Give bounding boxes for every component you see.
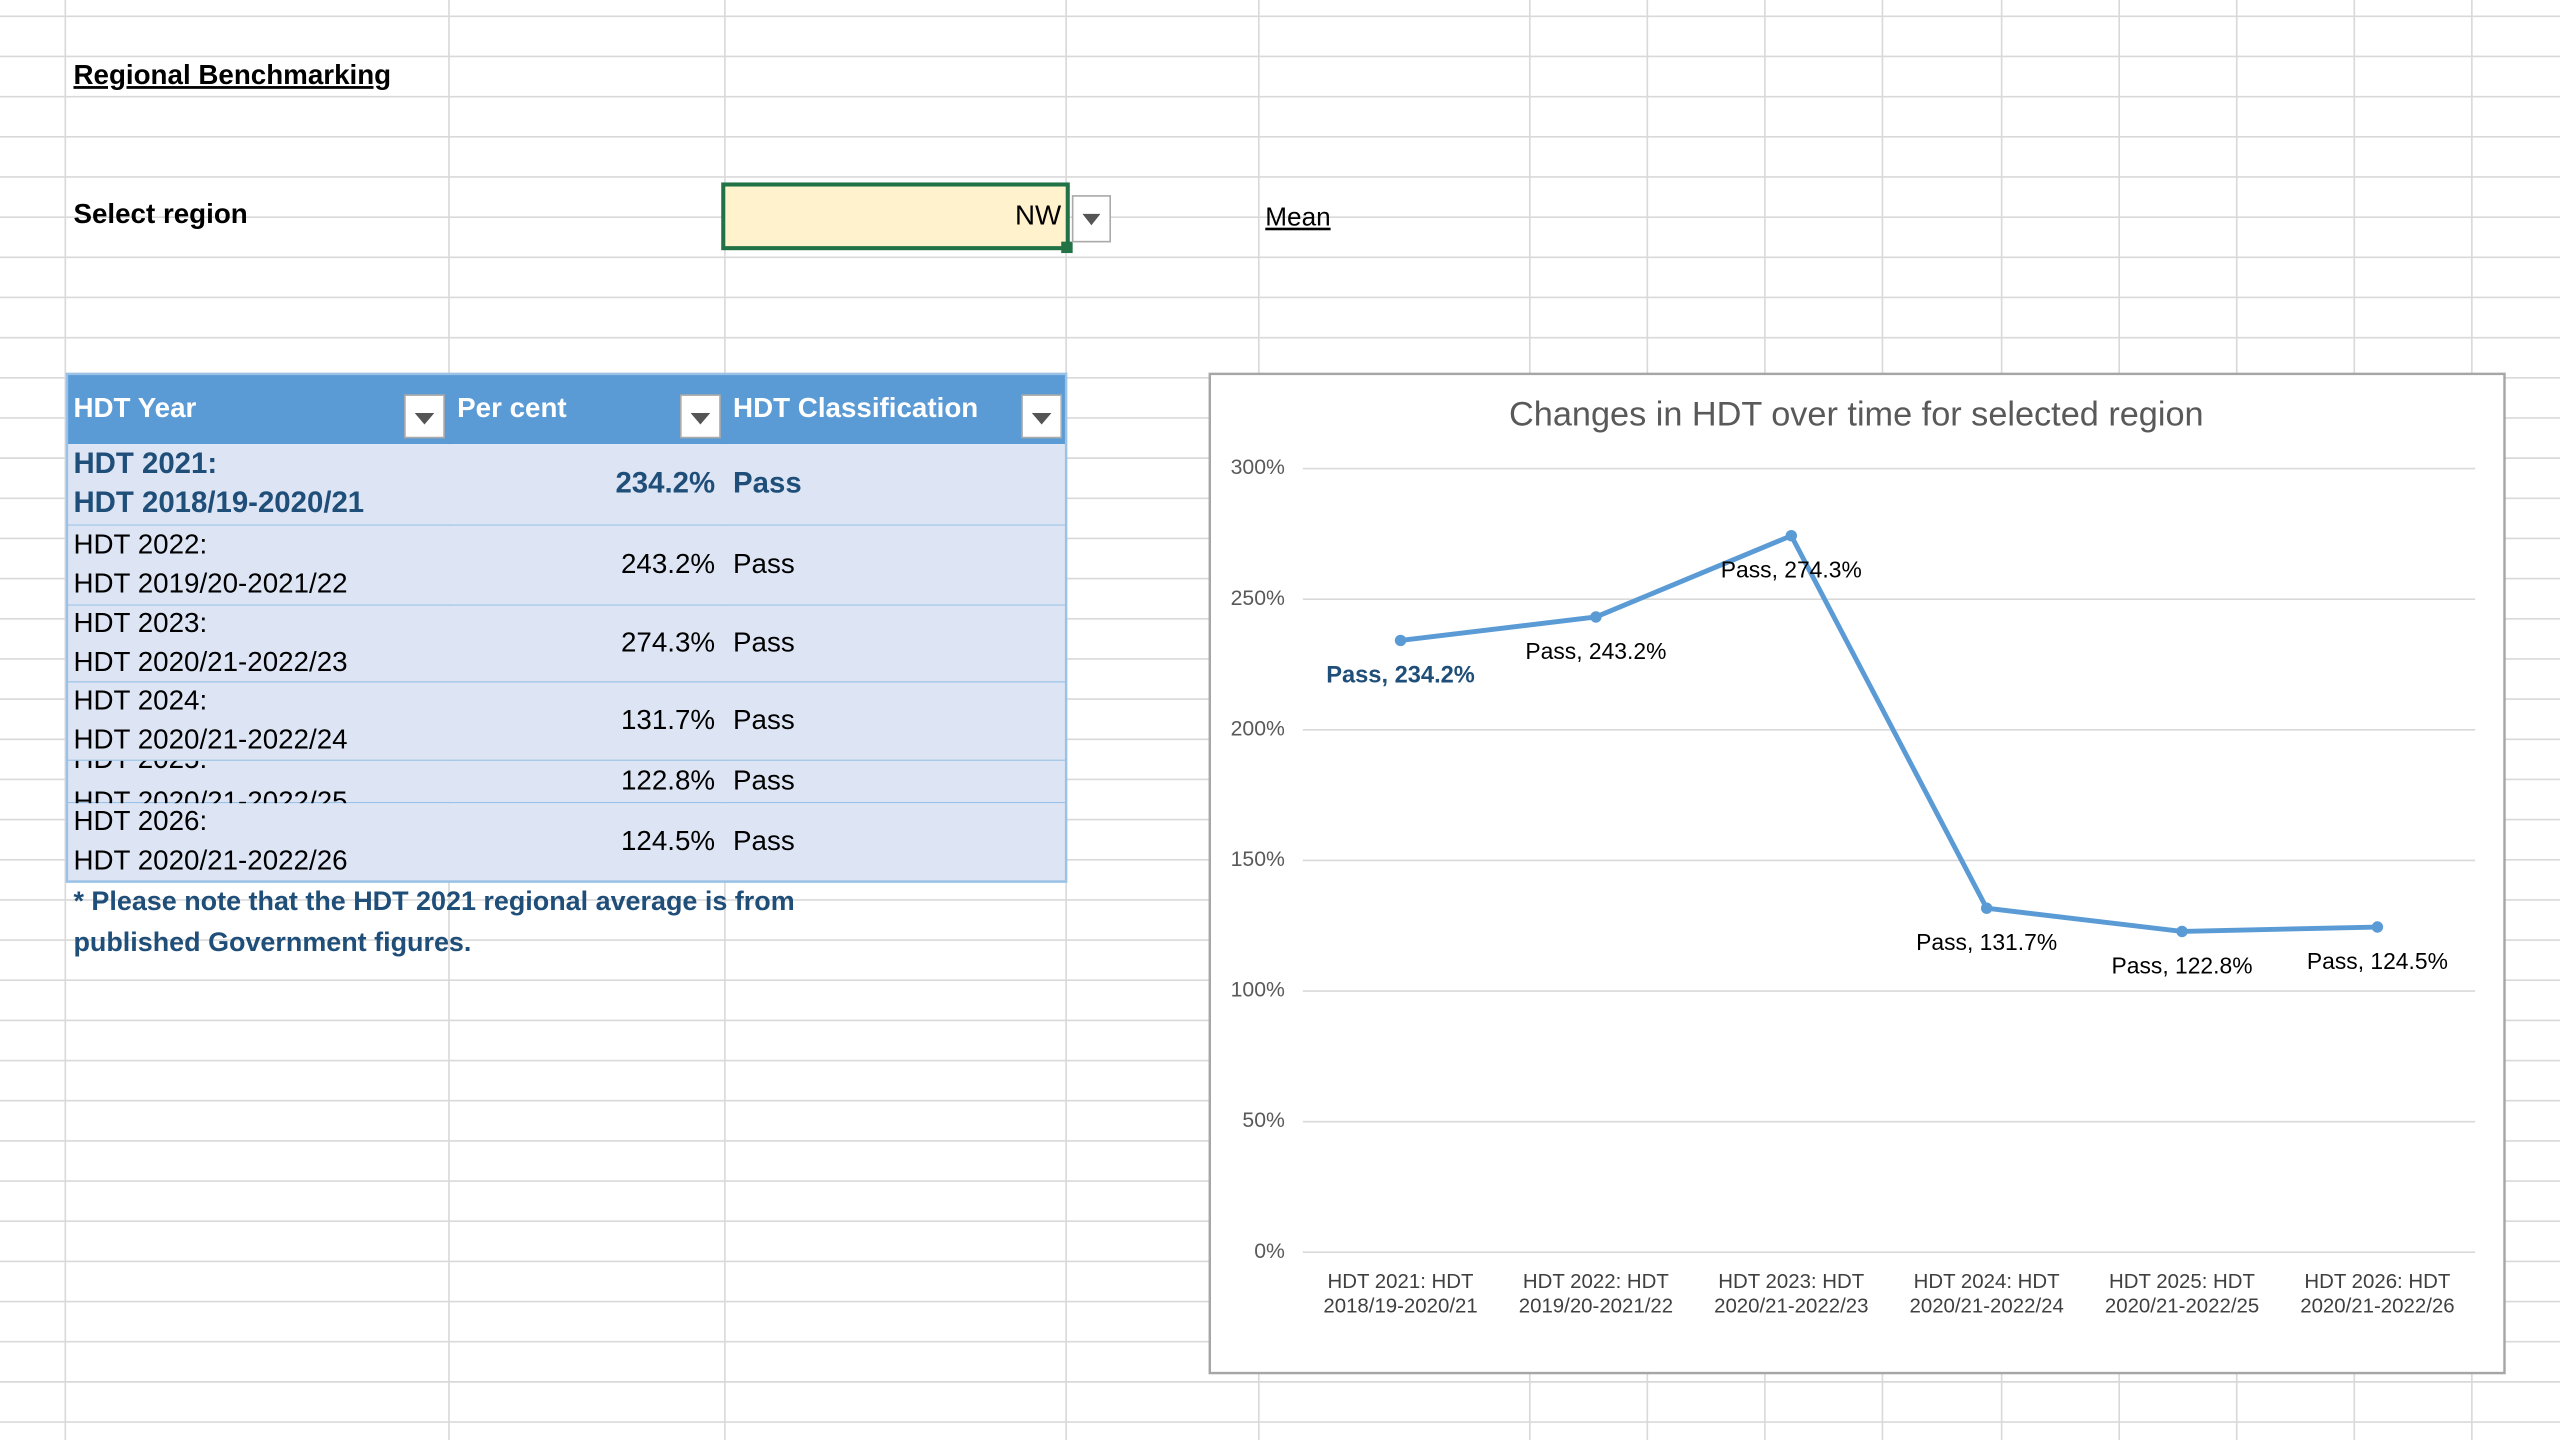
x-label-box: HDT 2024: HDT 2020/21-2022/24 bbox=[1909, 1270, 2064, 1318]
year-line: HDT 2025: bbox=[73, 743, 207, 774]
data-label: Pass, 243.2% bbox=[1525, 638, 1666, 664]
y-tick-label: 50% bbox=[1242, 1109, 1285, 1132]
sheet-title: Regional Benchmarking bbox=[73, 59, 391, 90]
classification: Pass bbox=[733, 548, 795, 579]
year-line: HDT 2023: bbox=[73, 607, 207, 638]
table-border bbox=[65, 372, 1068, 883]
percent: 124.5% bbox=[621, 825, 715, 856]
year-line: HDT 2019/20-2021/22 bbox=[73, 568, 347, 599]
header-row bbox=[66, 373, 1067, 445]
classification: Pass bbox=[733, 764, 795, 795]
table-row: HDT 2024: HDT 2020/21-2022/24 131.7% Pass bbox=[66, 682, 1067, 761]
x-tick-label: HDT 2024: HDT 2020/21-2022/24 bbox=[1909, 1270, 2064, 1318]
year-line: HDT 2020/21-2022/26 bbox=[73, 844, 347, 875]
percent: 274.3% bbox=[621, 626, 715, 657]
y-tick-label: 100% bbox=[1231, 979, 1285, 1002]
row-background bbox=[66, 444, 1067, 526]
data-point bbox=[1394, 634, 1407, 647]
footnote: published Government figures. bbox=[73, 927, 471, 957]
y-tick-label: 150% bbox=[1231, 848, 1285, 871]
table-row: HDT 2025: HDT 2020/21-2022/25 122.8% Pass bbox=[66, 743, 1067, 817]
percent: 131.7% bbox=[621, 704, 715, 735]
table-row: HDT 2026: HDT 2020/21-2022/26 124.5% Pass bbox=[66, 803, 1067, 882]
year-line: HDT 2018/19-2020/21 bbox=[73, 486, 364, 519]
x-label-box: HDT 2021: HDT 2018/19-2020/21 bbox=[1323, 1270, 1478, 1318]
table-row: HDT 2022: HDT 2019/20-2021/22 243.2% Pass bbox=[66, 525, 1067, 606]
data-line bbox=[1400, 533, 2378, 934]
select-label: Select region bbox=[73, 198, 247, 229]
x-label-box: HDT 2023: HDT 2020/21-2022/23 bbox=[1714, 1270, 1869, 1318]
chart-title: Changes in HDT over time for selected re… bbox=[1509, 395, 2204, 433]
row-background bbox=[66, 605, 1067, 683]
year-line: HDT 2024: bbox=[73, 684, 207, 715]
data-point bbox=[1785, 529, 1798, 542]
x-tick-label: HDT 2023: HDT 2020/21-2022/23 bbox=[1714, 1270, 1869, 1318]
y-tick-label: 250% bbox=[1231, 587, 1285, 610]
filter-arrow bbox=[1031, 413, 1052, 425]
column-header: HDT Classification bbox=[733, 392, 978, 423]
data-label: Pass, 122.8% bbox=[2112, 952, 2253, 978]
year-line: HDT 2020/21-2022/25 bbox=[73, 786, 347, 817]
year-line: HDT 2026: bbox=[73, 805, 207, 836]
percent: 234.2% bbox=[615, 467, 715, 500]
chart-area bbox=[1208, 372, 2506, 1375]
data-label: Pass, 274.3% bbox=[1721, 557, 1862, 583]
dropdown-button[interactable] bbox=[1071, 195, 1112, 243]
row-background bbox=[66, 760, 1067, 804]
x-tick-label: HDT 2025: HDT 2020/21-2022/25 bbox=[2104, 1270, 2260, 1318]
x-tick-label: HDT 2021: HDT 2018/19-2020/21 bbox=[1323, 1270, 1478, 1318]
table: HDT Year Per cent HDT Classification HDT 20… bbox=[65, 372, 1068, 883]
classification: Pass bbox=[733, 626, 795, 657]
y-tick-label: 0% bbox=[1254, 1240, 1285, 1263]
plot: 0% 50% 100% 150% 200% 250% 300% Pass, 234.2% Pas… bbox=[1231, 456, 2476, 1318]
x-tick-label: HDT 2022: HDT 2019/20-2021/22 bbox=[1518, 1270, 1674, 1318]
mean-link[interactable]: Mean bbox=[1265, 202, 1330, 232]
data-point bbox=[1980, 902, 1993, 914]
classification: Pass bbox=[733, 467, 802, 500]
percent: 243.2% bbox=[621, 548, 715, 579]
row-background bbox=[66, 682, 1067, 761]
data-label: Pass, 234.2% bbox=[1326, 663, 1475, 689]
y-tick-label: 200% bbox=[1231, 717, 1285, 740]
row-background bbox=[66, 525, 1067, 606]
classification: Pass bbox=[733, 825, 795, 856]
data-point bbox=[2371, 921, 2384, 933]
data-label: Pass, 131.7% bbox=[1916, 929, 2057, 955]
x-label-box: HDT 2026: HDT 2020/21-2022/26 bbox=[2300, 1270, 2455, 1318]
year-line: HDT 2020/21-2022/23 bbox=[73, 646, 347, 677]
fill-handle bbox=[1061, 241, 1073, 254]
year-line: HDT 2022: bbox=[73, 528, 207, 559]
table-row: HDT 2021: HDT 2018/19-2020/21 234.2% Pass bbox=[66, 444, 1067, 526]
data-point bbox=[2176, 925, 2188, 938]
dropdown-arrow bbox=[1082, 213, 1101, 226]
table-row: HDT 2023: HDT 2020/21-2022/23 274.3% Pass bbox=[66, 605, 1067, 683]
x-tick-label: HDT 2026: HDT 2020/21-2022/26 bbox=[2300, 1270, 2455, 1318]
region-cell[interactable] bbox=[721, 182, 1070, 251]
classification: Pass bbox=[733, 704, 795, 735]
row-background bbox=[66, 803, 1067, 882]
column-header: HDT Year bbox=[73, 392, 196, 423]
percent: 122.8% bbox=[621, 764, 715, 795]
y-tick-label: 300% bbox=[1231, 456, 1285, 479]
column-header: Per cent bbox=[457, 392, 567, 423]
year-line: HDT 2020/21-2022/24 bbox=[73, 724, 347, 755]
footnote: * Please note that the HDT 2021 regional… bbox=[73, 886, 794, 916]
x-label-box: HDT 2025: HDT 2020/21-2022/25 bbox=[2104, 1270, 2260, 1318]
year-line: HDT 2021: bbox=[73, 447, 217, 480]
filter-arrow bbox=[414, 413, 435, 425]
x-label-box: HDT 2022: HDT 2019/20-2021/22 bbox=[1518, 1270, 1674, 1318]
data-point bbox=[1590, 611, 1602, 623]
data-label: Pass, 124.5% bbox=[2307, 948, 2448, 974]
filter-arrow bbox=[690, 413, 711, 425]
region-value: NW bbox=[1015, 199, 1062, 230]
